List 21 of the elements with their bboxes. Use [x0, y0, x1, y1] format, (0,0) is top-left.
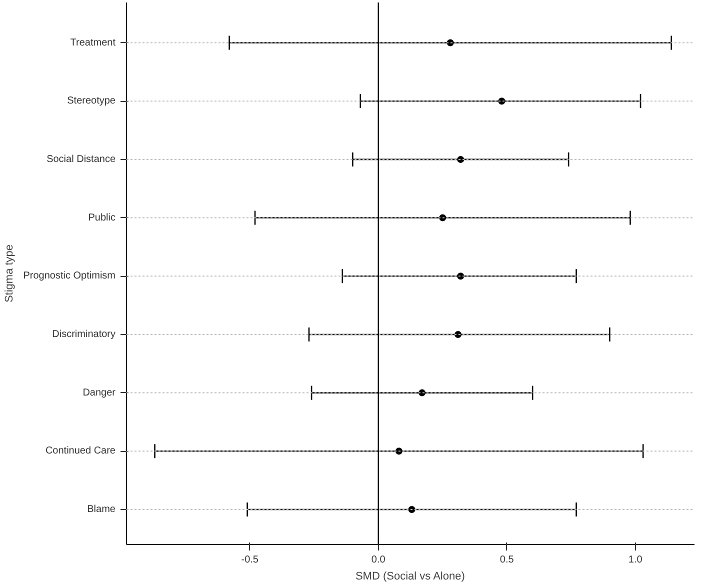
x-tick-label: -0.5 [241, 554, 259, 566]
y-tick-label: Prognostic Optimism [23, 270, 116, 282]
y-tick-label: Treatment [70, 37, 116, 48]
point [454, 330, 462, 338]
y-tick-label: Danger [82, 387, 116, 398]
x-tick-label: 1.0 [628, 554, 643, 566]
point [439, 214, 446, 222]
y-tick-label: Continued Care [45, 446, 116, 457]
point [457, 272, 464, 280]
y-tick-label: Social Distance [46, 154, 116, 165]
y-axis-title: Stigma type [3, 244, 16, 303]
y-tick-label: Stereotype [67, 96, 116, 107]
point [457, 156, 464, 163]
x-tick-label: 0.5 [500, 554, 514, 566]
point [408, 506, 416, 513]
y-tick-label: Public [88, 212, 116, 224]
y-tick-label: Discriminatory [52, 328, 116, 340]
y-tick-label: Blame [87, 504, 116, 515]
x-axis-title: SMD (Social vs Alone) [355, 570, 465, 582]
point [395, 448, 402, 455]
x-tick-label: 0.0 [371, 554, 386, 566]
